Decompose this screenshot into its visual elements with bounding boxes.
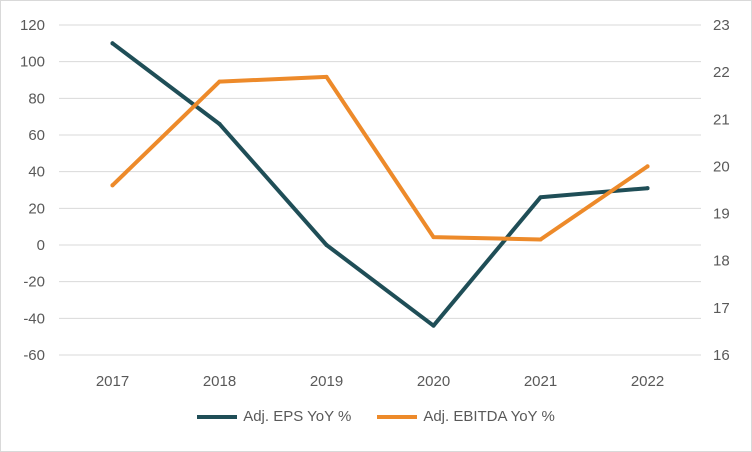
- legend: Adj. EPS YoY % Adj. EBITDA YoY %: [0, 408, 752, 425]
- y-left-tick-label: 100: [20, 54, 45, 71]
- x-tick-label: 2020: [417, 373, 450, 390]
- y-right-tick-label: 22: [713, 64, 730, 81]
- legend-item-ebitda: Adj. EBITDA YoY %: [377, 408, 555, 425]
- y-right-tick-label: 19: [713, 206, 730, 223]
- data-point-eps: [110, 41, 115, 46]
- data-point-ebitda: [538, 237, 543, 242]
- x-tick-label: 2019: [310, 373, 343, 390]
- x-tick-label: 2018: [203, 373, 236, 390]
- legend-label-eps: Adj. EPS YoY %: [243, 408, 352, 425]
- data-point-ebitda: [110, 183, 115, 188]
- y-right-tick-label: 23: [713, 17, 730, 34]
- y-left-tick-label: 60: [28, 127, 45, 144]
- y-left-tick-label: 40: [28, 164, 45, 181]
- y-left-tick-label: -20: [23, 274, 45, 291]
- y-right-tick-label: 17: [713, 300, 730, 317]
- series-lines: [110, 41, 650, 328]
- y-right-tick-label: 18: [713, 253, 730, 270]
- y-right-tick-label: 16: [713, 347, 730, 364]
- data-point-eps: [324, 243, 329, 247]
- y-left-tick-label: 80: [28, 90, 45, 107]
- legend-swatch-ebitda: [377, 414, 418, 419]
- data-point-ebitda: [645, 164, 650, 169]
- data-point-ebitda: [431, 235, 436, 240]
- y-left-tick-label: -40: [23, 310, 45, 327]
- y-axis-left: 120 100 80 60 40 20 0 -20 -40 -60: [20, 17, 45, 364]
- y-left-tick-label: 0: [37, 237, 45, 254]
- y-left-tick-label: -60: [23, 347, 45, 364]
- y-right-tick-label: 21: [713, 111, 730, 128]
- data-point-ebitda: [217, 79, 222, 84]
- data-point-eps: [217, 122, 222, 126]
- y-right-tick-label: 20: [713, 158, 730, 175]
- y-left-tick-label: 120: [20, 17, 45, 34]
- data-point-ebitda: [324, 74, 329, 79]
- x-axis: 2017 2018 2019 2020 2021 2022: [96, 373, 664, 390]
- y-left-tick-label: 20: [28, 200, 45, 217]
- legend-label-ebitda: Adj. EBITDA YoY %: [423, 408, 555, 425]
- legend-item-eps: Adj. EPS YoY %: [197, 408, 351, 425]
- x-tick-label: 2017: [96, 373, 129, 390]
- series-line-eps: [110, 41, 650, 328]
- data-point-eps: [431, 323, 436, 328]
- series-line-ebitda: [110, 74, 650, 242]
- y-axis-right: 23 22 21 20 19 18 17 16: [713, 17, 730, 364]
- legend-swatch-eps: [197, 414, 238, 419]
- data-point-eps: [645, 186, 650, 191]
- x-tick-label: 2022: [631, 373, 664, 390]
- x-tick-label: 2021: [524, 373, 557, 390]
- data-point-eps: [538, 195, 543, 200]
